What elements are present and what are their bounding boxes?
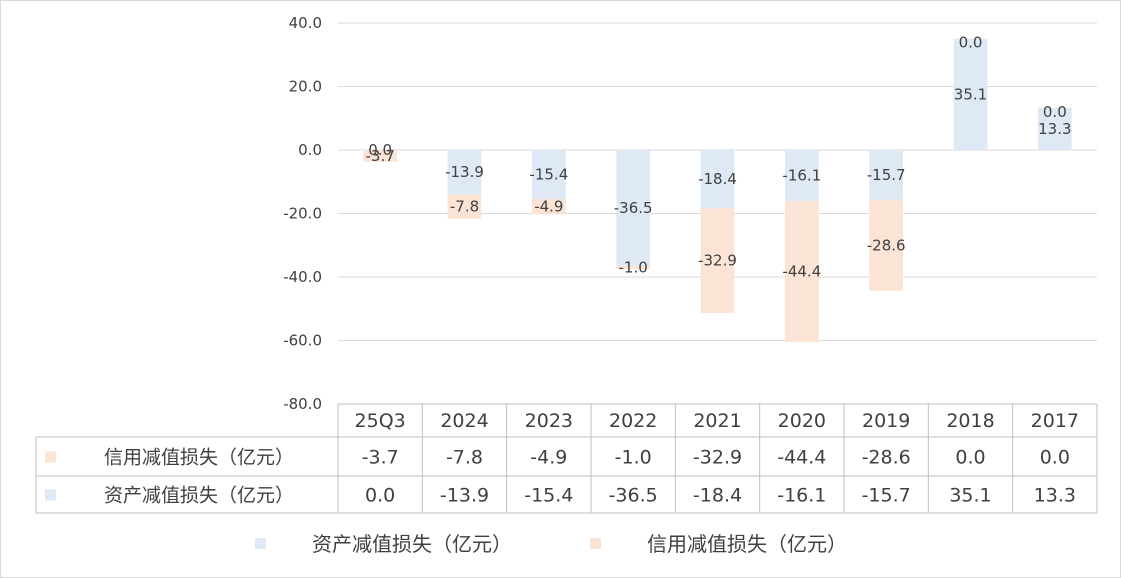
category-label: 25Q3: [355, 410, 406, 432]
legend-item-asset: 资产减值损失（亿元）: [312, 532, 512, 556]
table-cell: -18.4: [693, 485, 742, 507]
bar-asset: [616, 150, 651, 266]
data-label-asset: 35.1: [954, 85, 987, 103]
category-label: 2017: [1031, 410, 1079, 432]
category-label: 2022: [609, 410, 657, 432]
data-label-credit: 0.0: [1043, 103, 1067, 121]
table-cell: -4.9: [530, 447, 567, 469]
data-label-credit: -28.6: [867, 236, 906, 254]
data-labels: 0.0-3.7-13.9-7.8-15.4-4.9 -36.5-1.0-18.4-…: [366, 34, 1072, 281]
table-cell: -13.9: [440, 485, 489, 507]
bars: [363, 38, 1072, 343]
bar-asset: [953, 38, 988, 151]
data-label-asset: -15.4: [529, 165, 568, 183]
table-cell: -28.6: [862, 447, 911, 469]
table-cell: 0.0: [955, 447, 985, 469]
legend-key: [255, 538, 266, 549]
category-label: 2024: [440, 410, 488, 432]
bar-asset: [869, 150, 904, 200]
bar-credit: [784, 201, 819, 343]
bar-credit: [869, 199, 904, 291]
y-tick-label: -40.0: [283, 268, 322, 286]
data-label-credit: 0.0: [959, 34, 983, 52]
data-label-credit: -4.9: [534, 198, 563, 216]
table-legend-key: [45, 489, 56, 501]
data-label-credit: -32.9: [698, 252, 737, 270]
data-label-credit: -44.4: [782, 263, 821, 281]
bar-credit: [363, 150, 398, 162]
data-label-asset: -15.7: [867, 166, 906, 184]
table-cell: -16.1: [777, 485, 826, 507]
table-cell: -1.0: [615, 447, 652, 469]
bar-asset: [784, 150, 819, 202]
table-cell: 0.0: [365, 485, 395, 507]
table-cell: -7.8: [446, 447, 483, 469]
data-label-asset: -13.9: [445, 163, 484, 181]
table-cell: -32.9: [693, 447, 742, 469]
legend-item-credit: 信用减值损失（亿元）: [647, 532, 847, 556]
data-label-asset: 13.3: [1038, 120, 1071, 138]
data-label-asset: -36.5: [614, 199, 653, 217]
table-cell: -15.4: [524, 485, 573, 507]
y-tick-label: 20.0: [289, 78, 322, 96]
bar-credit: [447, 194, 482, 219]
table-cell: -3.7: [362, 447, 399, 469]
legend-key: [590, 538, 601, 549]
data-label-asset: -16.1: [782, 167, 821, 185]
table-row-name: 信用减值损失（亿元）: [104, 447, 294, 469]
bar-asset: [1037, 107, 1072, 150]
table-cell: 0.0: [1040, 447, 1070, 469]
data-label-asset: -18.4: [698, 170, 737, 188]
bar-credit: [616, 265, 651, 270]
table-cell: 13.3: [1034, 485, 1076, 507]
data-label-credit: -1.0: [619, 258, 648, 276]
y-axis-ticks: 40.0 20.0 0.0 -20.0 -40.0 -60.0 -80.0: [283, 14, 322, 413]
y-tick-label: -80.0: [283, 395, 322, 413]
category-label: 2018: [946, 410, 994, 432]
bar-credit: [531, 198, 566, 215]
legend: 资产减值损失（亿元） 信用减值损失（亿元）: [255, 532, 847, 556]
y-tick-label: 40.0: [289, 14, 322, 32]
category-label: 2019: [862, 410, 910, 432]
table-cell: -15.7: [862, 485, 911, 507]
category-label: 2023: [525, 410, 573, 432]
category-label: 2020: [778, 410, 826, 432]
bar-asset: [700, 150, 735, 209]
bar-asset: [531, 150, 566, 199]
y-tick-label: -20.0: [283, 205, 322, 223]
data-label-credit: -3.7: [366, 147, 395, 165]
data-label-credit: -7.8: [450, 198, 479, 216]
category-label: 2021: [693, 410, 741, 432]
table-legend-key: [45, 451, 56, 463]
table-cell: -36.5: [609, 485, 658, 507]
bar-credit: [700, 208, 735, 313]
data-table: 25Q3 2024 2023 2022 2021 2020 2019 2018 2017 信用减值…: [35, 403, 1098, 514]
data-label-asset: 0.0: [368, 141, 392, 159]
bar-asset: [447, 150, 482, 195]
table-cell: 35.1: [949, 485, 991, 507]
table-cell: -44.4: [777, 447, 826, 469]
table-row-name: 资产减值损失（亿元）: [104, 485, 294, 507]
y-tick-label: -60.0: [283, 332, 322, 350]
y-tick-label: 0.0: [298, 141, 322, 159]
